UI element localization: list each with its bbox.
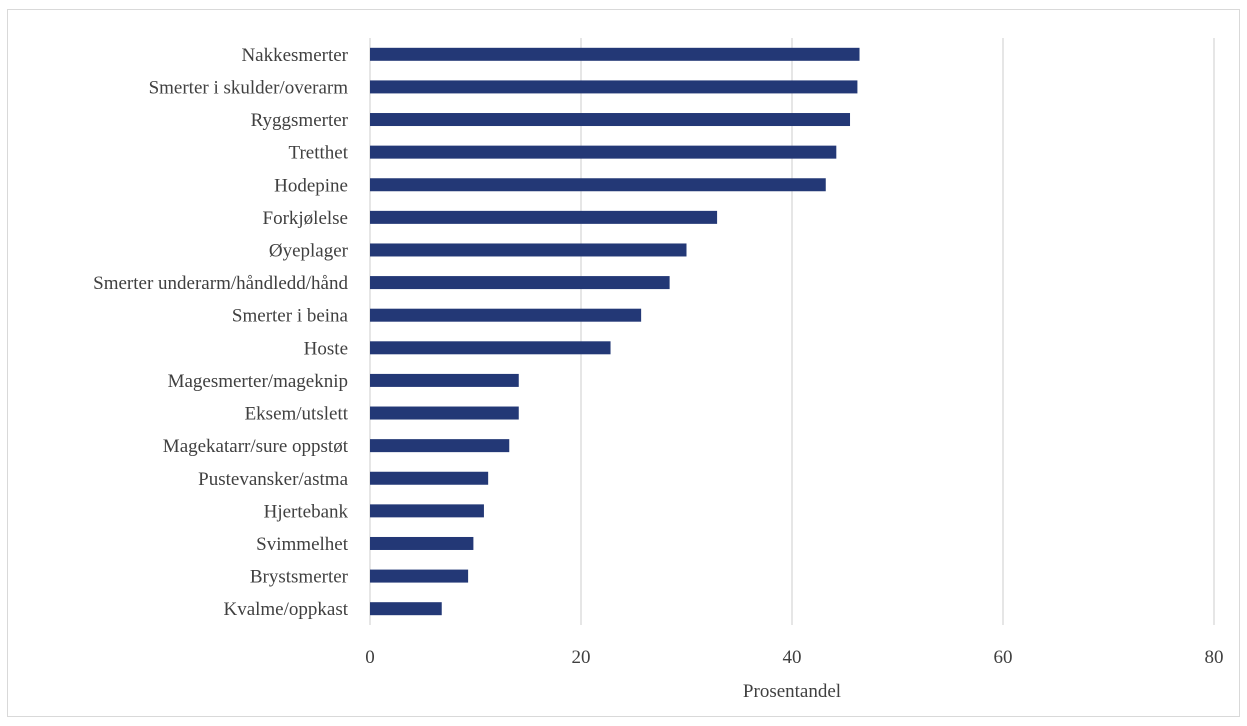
category-label: Brystsmerter [250, 567, 349, 588]
chart-frame [7, 9, 1240, 717]
bar [370, 471, 489, 485]
category-label: Øyeplager [269, 240, 349, 261]
bar [370, 373, 519, 387]
x-tick-labels: 0 20 40 60 80 [365, 647, 1223, 668]
x-tick-label: 20 [572, 647, 591, 668]
category-label: Forkjølelse [263, 208, 349, 229]
category-label: Ryggsmerter [251, 110, 349, 131]
bar [370, 504, 484, 518]
category-label: Smerter i skulder/overarm [149, 77, 349, 98]
bar [370, 602, 442, 616]
bar [370, 341, 611, 355]
x-tick-label: 0 [365, 647, 375, 668]
category-label: Hodepine [274, 175, 348, 196]
bar [370, 178, 826, 192]
bar [370, 47, 860, 61]
category-label: Nakkesmerter [241, 45, 348, 66]
category-label: Smerter underarm/håndledd/hånd [93, 273, 348, 294]
gridlines [369, 38, 1215, 625]
bar [370, 406, 519, 420]
category-label: Tretthet [289, 143, 349, 164]
x-axis-title: Prosentandel [743, 681, 841, 702]
bar [370, 243, 687, 257]
x-tick-label: 60 [994, 647, 1013, 668]
category-label: Smerter i beina [232, 306, 349, 327]
category-label: Magesmerter/mageknip [168, 371, 348, 392]
category-label: Hoste [304, 338, 348, 359]
bar [370, 439, 510, 453]
bar [370, 569, 469, 583]
bar [370, 536, 474, 550]
category-label: Kvalme/oppkast [223, 599, 348, 620]
bar [370, 113, 851, 127]
x-tick-label: 40 [783, 647, 802, 668]
category-label: Eksem/utslett [245, 404, 349, 425]
bars [370, 47, 860, 616]
bar [370, 308, 642, 322]
bar [370, 80, 858, 94]
category-label: Svimmelhet [256, 534, 349, 555]
category-label: Magekatarr/sure oppstøt [163, 436, 349, 457]
category-labels: Nakkesmerter Smerter i skulder/overarm Ryg… [93, 45, 349, 620]
bar [370, 276, 670, 290]
bar [370, 145, 837, 159]
category-label: Pustevansker/astma [198, 469, 348, 490]
category-label: Hjertebank [264, 501, 349, 522]
x-tick-label: 80 [1205, 647, 1224, 668]
bar [370, 210, 718, 224]
